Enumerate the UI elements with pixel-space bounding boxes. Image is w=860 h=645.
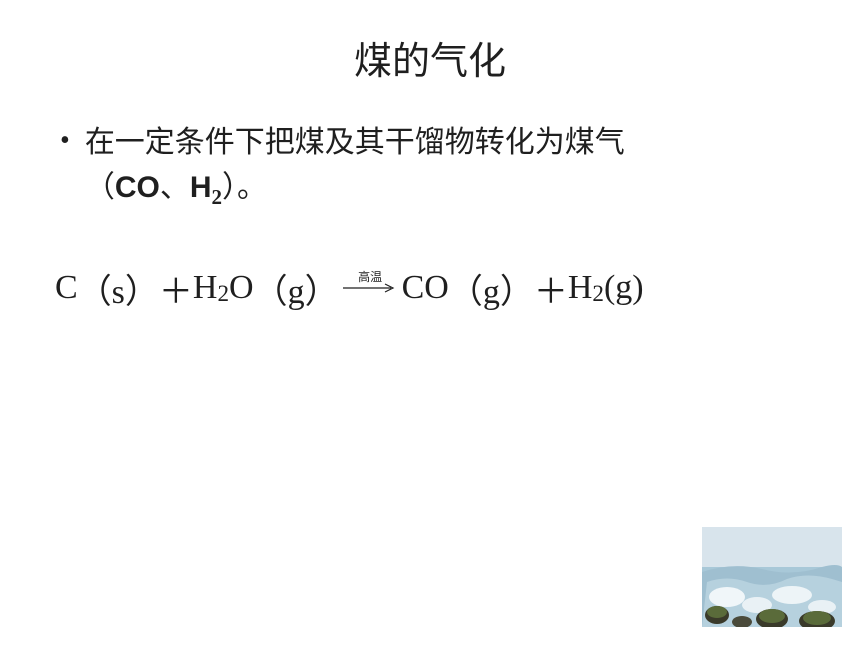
h-sub: 2 [211, 185, 222, 209]
co-text: CO [115, 171, 160, 204]
decorative-stream-image [702, 527, 842, 627]
eq-s-state: （s） [78, 264, 159, 313]
paren-open: （ [85, 171, 115, 204]
eq-sub-a: 2 [217, 281, 229, 308]
eq-plus2: ＋ [534, 264, 568, 313]
eq-sub-b: 2 [592, 281, 604, 308]
arrow-condition-label: 高温 [358, 268, 382, 285]
stream-illustration [702, 527, 842, 627]
eq-last-state: (g) [604, 269, 644, 307]
eq-o: O [229, 269, 254, 307]
eq-plus1: ＋ [159, 264, 193, 313]
slide-container: 煤的气化 • 在一定条件下把煤及其干馏物转化为煤气 （CO、H2）。 C（s）＋… [0, 0, 860, 645]
bullet-marker: • [60, 125, 70, 157]
bullet-section: • 在一定条件下把煤及其干馏物转化为煤气 （CO、H2）。 [60, 120, 810, 214]
slide-title: 煤的气化 [50, 30, 810, 85]
eq-c: C [55, 269, 78, 307]
bullet-text: 在一定条件下把煤及其干馏物转化为煤气 （CO、H2）。 [85, 120, 625, 214]
bullet-line1: 在一定条件下把煤及其干馏物转化为煤气 [85, 126, 625, 159]
reaction-arrow: 高温 [343, 282, 398, 294]
eq-h2: H [568, 269, 593, 307]
separator: 、 [160, 171, 190, 204]
eq-co: CO [402, 269, 449, 307]
eq-h: H [193, 269, 218, 307]
chemical-equation: C（s）＋H2O（g） 高温 CO（g）＋H2 (g) [55, 264, 810, 313]
paren-close: ）。 [222, 171, 267, 204]
eq-g2: （g） [449, 264, 534, 313]
h-text: H [190, 171, 212, 204]
eq-g1: （g） [254, 264, 339, 313]
